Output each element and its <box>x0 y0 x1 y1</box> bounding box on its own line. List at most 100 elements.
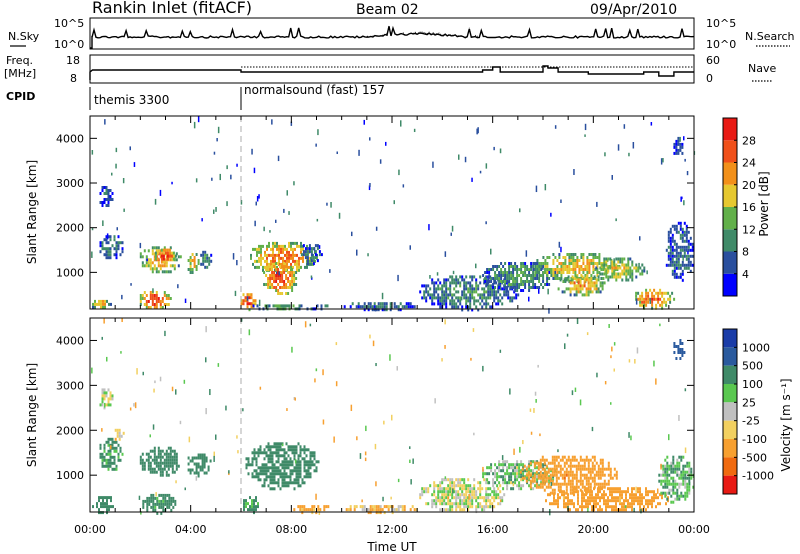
power-cell <box>441 287 444 291</box>
velocity-echo <box>179 420 182 425</box>
power-cell <box>275 289 278 292</box>
velocity-cell <box>165 470 168 474</box>
power-cell <box>617 257 620 261</box>
velocity-cell <box>139 461 142 465</box>
power-cell <box>685 239 688 243</box>
power-cell <box>266 259 268 263</box>
velocity-cell <box>451 502 454 506</box>
velocity-cell <box>613 508 615 512</box>
velocity-cell <box>447 499 450 503</box>
velocity-cell <box>489 487 492 491</box>
power-colorbar-swatch <box>723 118 737 141</box>
velocity-cell <box>678 494 681 498</box>
velocity-cell <box>520 478 523 482</box>
velocity-cell <box>645 493 647 497</box>
velocity-cell <box>577 493 579 497</box>
power-cell <box>611 275 614 279</box>
power-cell <box>510 286 513 289</box>
power-cell <box>675 251 678 255</box>
power-echo <box>316 218 319 222</box>
velocity-cell <box>317 508 320 512</box>
velocity-cell <box>277 448 280 452</box>
velocity-cell <box>581 473 584 477</box>
velocity-cell <box>686 461 689 465</box>
velocity-cell <box>437 490 440 494</box>
velocity-cell <box>569 467 572 471</box>
power-cell <box>161 264 164 268</box>
velocity-cell <box>109 403 112 407</box>
velocity-cell <box>451 496 454 500</box>
velocity-panel <box>89 317 695 516</box>
power-cell <box>254 259 256 263</box>
velocity-cell <box>514 472 517 476</box>
velocity-echo <box>409 459 411 464</box>
velocity-cell <box>563 455 566 459</box>
power-cell <box>685 230 688 234</box>
power-cell <box>495 281 498 285</box>
velocity-cell <box>672 455 675 459</box>
power-cell <box>475 278 478 282</box>
velocity-cell <box>107 461 110 465</box>
velocity-cell <box>297 457 300 461</box>
velocity-cell <box>457 490 460 494</box>
velocity-cell <box>113 467 116 471</box>
power-cell <box>202 262 205 266</box>
power-cell <box>189 262 192 265</box>
power-cell <box>459 275 462 279</box>
velocity-cell <box>522 463 525 467</box>
velocity-cell <box>355 505 358 509</box>
power-cell <box>117 235 120 239</box>
power-cell <box>485 299 488 303</box>
velocity-cell <box>593 502 595 506</box>
velocity-cell <box>569 482 572 486</box>
power-cell <box>275 286 278 289</box>
power-cell <box>306 253 309 257</box>
velocity-cell <box>273 463 276 467</box>
power-cell <box>431 278 434 282</box>
velocity-echo <box>242 408 244 412</box>
power-cell <box>665 303 668 307</box>
velocity-cell <box>157 452 160 456</box>
power-echo <box>479 170 482 174</box>
power-echo <box>436 272 439 276</box>
power-cell <box>494 271 497 274</box>
velocity-cell <box>487 493 490 497</box>
velocity-cell <box>469 484 472 488</box>
velocity-cell <box>96 502 98 506</box>
power-cell <box>651 303 654 307</box>
velocity-cell <box>664 485 667 489</box>
power-cell <box>453 293 456 297</box>
velocity-cell <box>403 508 406 512</box>
velocity-cell <box>549 493 551 497</box>
power-cell <box>603 263 606 267</box>
power-cell <box>107 253 110 257</box>
power-cell <box>105 192 108 195</box>
power-cell <box>314 244 317 248</box>
power-echo <box>329 269 331 273</box>
power-cell <box>681 230 684 234</box>
velocity-cell <box>207 465 210 469</box>
velocity-cell <box>587 470 590 474</box>
power-cell <box>550 274 553 277</box>
power-cell <box>290 244 292 248</box>
velocity-cell <box>363 508 366 512</box>
velocity-cell <box>267 454 270 458</box>
power-echo <box>253 167 256 174</box>
power-cell <box>675 151 678 155</box>
velocity-cell <box>451 505 454 509</box>
power-cell <box>671 224 674 228</box>
velocity-cell <box>569 485 572 489</box>
velocity-cell <box>161 455 164 459</box>
velocity-cell <box>143 461 146 465</box>
velocity-cell <box>463 493 466 497</box>
velocity-cell <box>105 403 108 407</box>
velocity-cell <box>265 478 268 482</box>
velocity-cell <box>253 502 255 506</box>
power-cell <box>109 238 112 242</box>
velocity-cell <box>581 508 583 512</box>
power-cell <box>300 256 302 260</box>
power-cell <box>499 284 502 288</box>
velocity-cell <box>565 482 568 486</box>
power-cell <box>465 299 468 303</box>
